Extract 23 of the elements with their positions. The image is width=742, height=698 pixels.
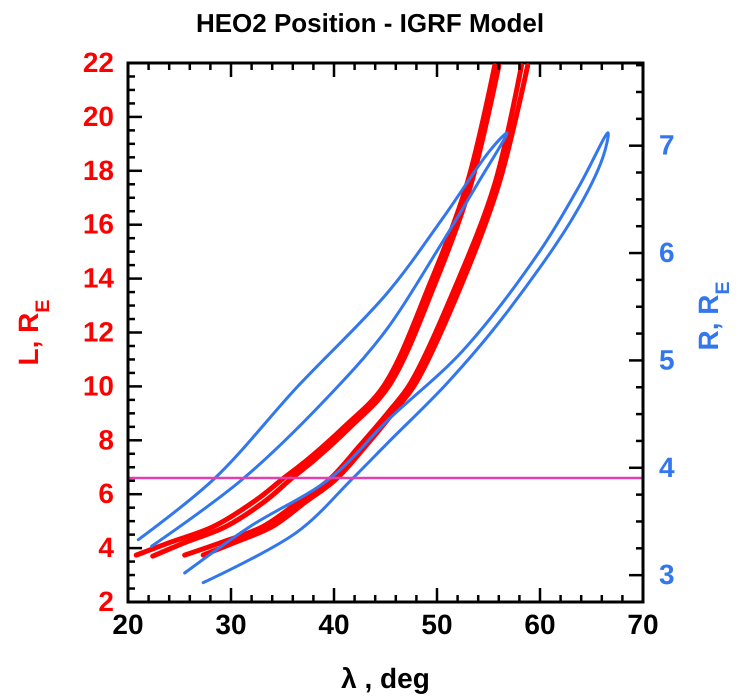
y2-tick-label: 6 <box>659 237 675 268</box>
y2-tick-label: 4 <box>659 452 675 483</box>
y-tick-label: 2 <box>98 586 114 617</box>
y2-tick-label: 7 <box>659 130 675 161</box>
x-tick-label: 40 <box>318 608 350 640</box>
y-tick-label: 12 <box>82 316 114 348</box>
x-axis-title: λ , deg <box>341 663 430 694</box>
y-tick-label: 18 <box>82 154 114 186</box>
y-tick-label: 10 <box>82 370 114 402</box>
x-tick-label: 30 <box>215 608 247 640</box>
chart-title: HEO2 Position - IGRF Model <box>196 8 544 38</box>
y-tick-label: 14 <box>82 262 114 294</box>
y-tick-label: 4 <box>98 532 114 564</box>
y-tick-label: 8 <box>98 424 114 456</box>
y-tick-label: 22 <box>82 46 114 78</box>
x-tick-label: 60 <box>524 608 556 640</box>
x-tick-label: 70 <box>627 608 659 640</box>
x-tick-label: 50 <box>421 608 453 640</box>
y2-tick-label: 5 <box>659 344 675 376</box>
y-tick-label: 20 <box>82 100 114 132</box>
y-tick-label: 16 <box>82 208 114 240</box>
y2-tick-label: 3 <box>659 559 675 590</box>
y-tick-label: 6 <box>98 478 114 510</box>
